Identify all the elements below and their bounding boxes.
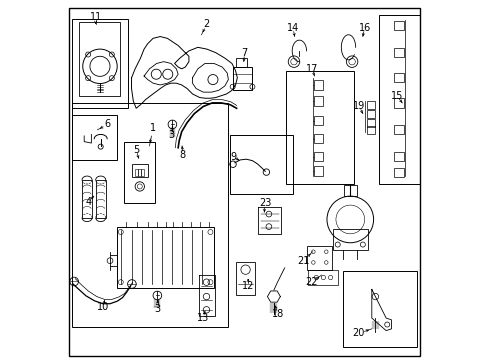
Bar [72,116,117,160]
Text: 16: 16 [358,23,370,33]
Bar [96,180,105,218]
Bar [366,126,374,134]
Bar [141,169,144,176]
Bar [135,169,138,176]
Bar [236,58,246,67]
Bar [394,98,404,108]
Bar [132,163,147,177]
Text: 19: 19 [352,102,365,112]
Bar [117,226,214,288]
Text: 8: 8 [180,150,185,160]
Text: 13: 13 [197,313,209,323]
Text: 7: 7 [241,48,247,58]
Text: 14: 14 [286,23,299,33]
Bar [394,48,404,57]
Text: 22: 22 [305,277,318,287]
Bar [314,134,323,143]
Text: 10: 10 [97,302,109,312]
Bar [79,22,120,96]
Bar [235,262,255,295]
Text: 1: 1 [150,123,156,133]
Bar [343,271,416,347]
Text: 18: 18 [272,310,284,319]
Text: 15: 15 [390,91,402,101]
Bar [366,101,374,109]
Text: 17: 17 [306,64,318,74]
Text: 3: 3 [154,304,161,314]
Text: 21: 21 [297,256,309,266]
Text: 11: 11 [89,12,102,22]
Text: 20: 20 [352,328,364,338]
Bar [366,119,374,127]
Bar [314,166,323,176]
Text: 3: 3 [167,130,174,140]
Bar [314,80,323,90]
Bar [378,15,419,184]
Text: 23: 23 [259,198,271,208]
Bar [72,103,228,327]
Bar [308,270,338,285]
Bar [314,152,323,161]
Bar [138,169,141,176]
Bar [394,152,404,161]
Text: 9: 9 [229,152,236,162]
Bar [394,168,404,177]
Bar [314,116,323,126]
Bar [394,125,404,134]
Bar [394,73,404,82]
Bar [232,67,252,90]
Bar [230,135,292,194]
Bar [366,110,374,118]
Text: 6: 6 [104,120,110,129]
Bar [343,185,356,196]
Bar [124,142,155,203]
Bar [394,21,404,31]
Bar [314,96,323,106]
Text: 12: 12 [242,281,254,291]
Text: 5: 5 [133,144,139,154]
Bar [82,180,92,218]
Text: 2: 2 [203,19,209,29]
Bar [72,19,128,108]
Bar [332,229,367,250]
Text: 4: 4 [85,197,91,207]
Bar [285,71,353,184]
Bar [306,246,332,270]
